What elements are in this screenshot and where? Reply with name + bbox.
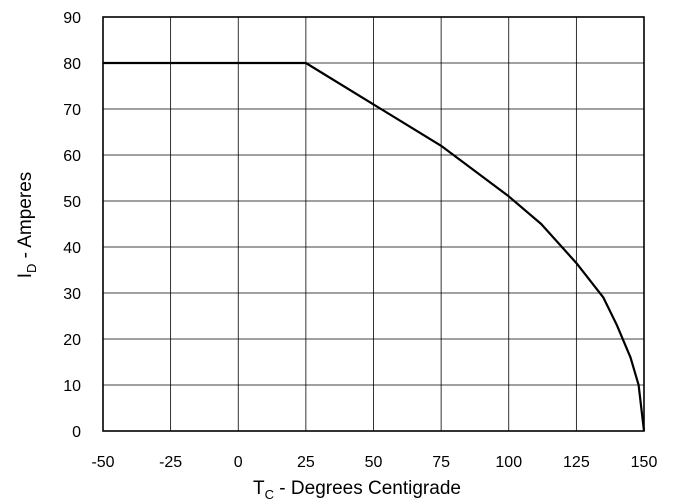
y-tick-label: 50 xyxy=(63,194,81,211)
x-axis-title: TC - Degrees Centigrade xyxy=(253,478,461,502)
y-tick-label: 90 xyxy=(63,10,81,27)
x-tick-label: 50 xyxy=(365,454,383,471)
x-tick-label: 25 xyxy=(297,454,315,471)
grid xyxy=(103,17,644,431)
x-tick-label: -50 xyxy=(91,454,114,471)
x-tick-label: 100 xyxy=(495,454,522,471)
y-tick-label: 30 xyxy=(63,286,81,303)
x-tick-label: 150 xyxy=(631,454,658,471)
y-tick-label: 20 xyxy=(63,332,81,349)
series-line xyxy=(103,61,646,432)
y-axis-title: ID - Amperes xyxy=(15,172,39,279)
y-tick-label: 0 xyxy=(72,424,81,441)
x-tick-labels: -50 -25 0 25 50 75 100 125 150 xyxy=(91,454,657,471)
y-tick-label: 10 xyxy=(63,378,81,395)
y-tick-label: 70 xyxy=(63,102,81,119)
x-tick-label: 0 xyxy=(234,454,243,471)
y-tick-label: 60 xyxy=(63,148,81,165)
x-tick-label: 75 xyxy=(432,454,450,471)
plot-frame xyxy=(102,16,645,432)
y-tick-label: 80 xyxy=(63,56,81,73)
x-tick-label: 125 xyxy=(563,454,590,471)
x-tick-label: -25 xyxy=(159,454,182,471)
y-tick-labels: 0 10 20 30 40 50 60 70 80 90 xyxy=(63,10,81,441)
y-tick-label: 40 xyxy=(63,240,81,257)
